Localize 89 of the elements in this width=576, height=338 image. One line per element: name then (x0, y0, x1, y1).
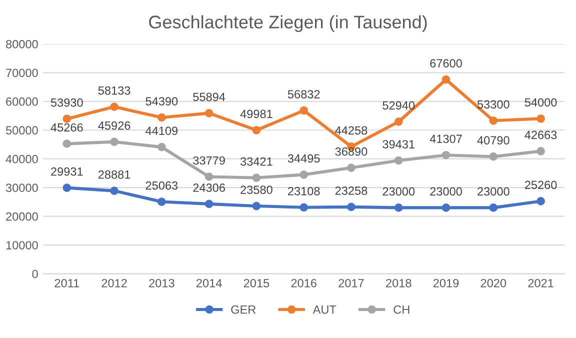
y-tick-label: 30000 (6, 184, 38, 192)
data-label: 34495 (288, 154, 320, 163)
data-label: 23108 (288, 186, 320, 196)
data-label: 23258 (335, 186, 368, 195)
data-label: 54000 (524, 98, 557, 107)
data-label: 45266 (50, 123, 83, 132)
x-tick-label: 2014 (196, 278, 222, 288)
x-tick-label: 2013 (149, 278, 174, 288)
data-label: 45926 (98, 121, 130, 130)
x-tick-label: 2015 (244, 278, 270, 288)
point (204, 200, 214, 208)
point (252, 202, 261, 210)
point (394, 118, 403, 126)
data-label: 23580 (240, 186, 272, 194)
data-label: 41307 (430, 134, 462, 144)
x-tick-label: 2019 (433, 278, 459, 288)
point (442, 75, 450, 84)
point (489, 116, 498, 125)
chart-title: Geschlachtete Ziegen (in Tausend) (149, 15, 427, 32)
data-label: 28881 (98, 170, 130, 179)
data-label: 39431 (382, 140, 414, 148)
data-label: 25063 (146, 181, 178, 190)
data-label: 67600 (430, 59, 462, 68)
data-label: 42663 (524, 130, 557, 140)
data-label: 33779 (193, 156, 225, 165)
point (252, 174, 261, 182)
legend-label: GER (231, 305, 256, 314)
point (158, 113, 166, 122)
point (158, 142, 166, 152)
point (110, 138, 118, 146)
point (489, 204, 498, 212)
point (536, 114, 545, 123)
x-tick-label: 2017 (338, 278, 364, 288)
point (489, 152, 498, 161)
point (536, 147, 545, 156)
point (204, 172, 214, 181)
data-label: 55894 (193, 92, 226, 102)
point (536, 197, 545, 206)
data-label: 53930 (50, 98, 83, 107)
data-label: 23000 (382, 187, 415, 196)
x-tick-label: 2011 (54, 278, 80, 288)
y-tick-label: 50000 (6, 126, 38, 135)
data-label: 58133 (98, 86, 130, 95)
legend-label: CH (394, 305, 410, 314)
y-tick-label: 80000 (6, 40, 38, 48)
point (442, 204, 450, 212)
point (110, 186, 118, 195)
y-tick-label: 40000 (6, 154, 38, 164)
point (62, 114, 72, 124)
point (300, 203, 308, 212)
data-label: 49981 (240, 110, 272, 118)
y-tick-label: 20000 (6, 212, 38, 221)
point (347, 164, 356, 172)
point (110, 102, 118, 111)
data-label: 25260 (524, 180, 557, 190)
data-label: 36890 (335, 147, 368, 156)
data-label: 52940 (382, 101, 415, 110)
legend-label: AUT (312, 306, 336, 314)
y-tick-label: 60000 (6, 97, 38, 106)
data-label: 24306 (193, 184, 225, 192)
y-tick-label: 70000 (6, 68, 38, 78)
x-tick-label: 2012 (102, 278, 127, 288)
point (394, 156, 403, 165)
y-tick-label: 0 (32, 270, 38, 278)
point (442, 150, 450, 160)
x-tick-label: 2016 (291, 278, 316, 288)
point (252, 126, 261, 134)
data-label: 23000 (430, 187, 462, 196)
data-label: 44258 (335, 126, 368, 135)
point (394, 204, 403, 212)
point (300, 106, 308, 115)
y-tick-label: 10000 (6, 241, 38, 250)
x-tick-label: 2018 (386, 278, 412, 288)
data-label: 23000 (478, 187, 510, 196)
data-label: 40790 (477, 136, 510, 145)
point (62, 184, 72, 192)
data-label: 44109 (146, 126, 178, 135)
data-label: 33421 (240, 157, 272, 166)
point (300, 170, 308, 179)
data-label: 54390 (146, 97, 178, 106)
point (204, 109, 214, 118)
data-label: 29931 (51, 167, 83, 176)
x-tick-label: 2021 (528, 278, 554, 288)
x-tick-label: 2020 (480, 278, 506, 288)
data-label: 53300 (477, 100, 510, 109)
point (347, 202, 356, 212)
point (158, 198, 166, 206)
data-label: 56832 (288, 90, 320, 98)
point (62, 140, 72, 148)
